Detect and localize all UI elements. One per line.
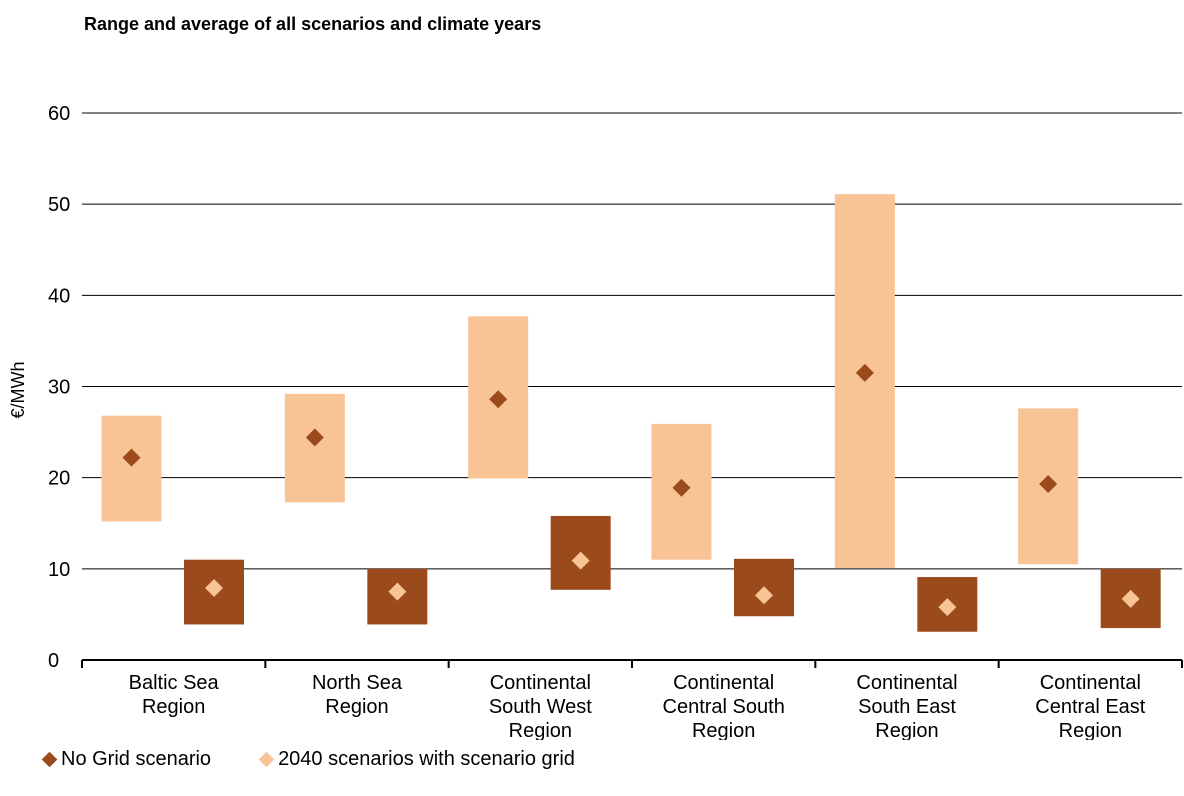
average-marker: [938, 598, 957, 617]
legend-item-scenario-grid: 2040 scenarios with scenario grid: [258, 748, 575, 771]
chart-title: Range and average of all scenarios and c…: [84, 14, 542, 34]
category-label: Baltic Sea Region: [129, 672, 220, 718]
average-marker: [205, 578, 223, 597]
y-tick-label: 20: [48, 468, 70, 490]
y-tick-label: 0: [48, 650, 59, 672]
category-label: Continental South West Region: [489, 672, 592, 740]
chart-plot: 0 10 20 30 40 50 60 Baltic Sea Region North Sea R…: [8, 103, 1183, 740]
average-marker: [1121, 589, 1140, 608]
legend-label-no-grid: No Grid scenario: [61, 748, 212, 770]
average-marker: [388, 582, 407, 601]
range-bar: [284, 393, 345, 503]
category-label: North Sea Region: [312, 672, 403, 718]
y-tick-label: 40: [48, 285, 70, 307]
category-label: Continental South East Region: [856, 672, 957, 740]
legend: No Grid scenario 2040 scenarios with sce…: [41, 748, 575, 771]
average-marker: [855, 363, 874, 382]
y-tick-label: 50: [48, 194, 70, 216]
x-axis: [81, 659, 1183, 668]
legend-marker-no-grid: [41, 751, 58, 768]
average-marker: [755, 586, 773, 605]
average-marker: [1039, 475, 1058, 494]
average-marker: [122, 448, 141, 467]
average-marker: [672, 478, 691, 497]
legend-item-no-grid: No Grid scenario: [41, 748, 212, 771]
legend-marker-scenario-grid: [258, 751, 275, 768]
range-bar: [101, 415, 162, 522]
category-label: Continental Central South Region: [663, 672, 785, 740]
grid-lines: [82, 112, 1182, 570]
range-bars: [101, 194, 1161, 632]
category-labels: Baltic Sea Region North Sea Region Continent…: [129, 672, 1146, 740]
y-axis-title: €/MWh: [8, 361, 28, 418]
y-tick-label: 30: [48, 377, 70, 399]
y-tick-label: 10: [48, 559, 70, 581]
category-label: Continental Central East Region: [1035, 672, 1145, 740]
average-marker: [571, 551, 590, 570]
average-marker: [305, 428, 324, 447]
y-tick-labels: 0 10 20 30 40 50 60: [48, 103, 70, 672]
average-markers: [122, 363, 1140, 617]
legend-label-scenario-grid: 2040 scenarios with scenario grid: [278, 748, 575, 770]
y-tick-label: 60: [48, 103, 70, 125]
average-marker: [489, 390, 508, 409]
